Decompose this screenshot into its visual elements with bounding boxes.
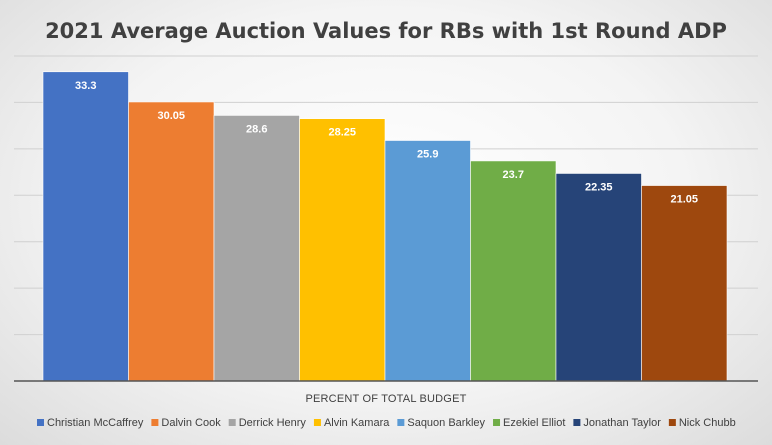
legend-label: Derrick Henry xyxy=(239,417,307,429)
bar-alvin-kamara xyxy=(299,118,386,382)
legend-label: Jonathan Taylor xyxy=(583,417,661,429)
legend-swatch xyxy=(151,419,159,426)
legend-label: Dalvin Cook xyxy=(161,417,221,429)
legend-label: Nick Chubb xyxy=(679,417,736,429)
data-label: 33.3 xyxy=(75,80,96,92)
legend: Christian McCaffrey Dalvin Cook Derrick He… xyxy=(37,417,736,429)
data-label: 30.05 xyxy=(157,110,185,122)
legend-label: Ezekiel Elliot xyxy=(503,417,565,429)
legend-item: Ezekiel Elliot xyxy=(493,417,565,429)
data-label: 23.7 xyxy=(503,169,524,181)
data-label: 21.05 xyxy=(670,194,698,206)
legend-swatch xyxy=(493,419,501,426)
legend-label: Alvin Kamara xyxy=(324,417,390,429)
chart-title: 2021 Average Auction Values for RBs with… xyxy=(45,19,727,43)
legend-item: Alvin Kamara xyxy=(313,417,390,429)
bars xyxy=(42,71,728,382)
legend-label: Saquon Barkley xyxy=(407,417,485,429)
data-label: 22.35 xyxy=(585,181,613,193)
legend-swatch xyxy=(668,419,676,426)
bar-jonathan-taylor xyxy=(555,173,642,382)
data-labels: 33.3 30.05 28.6 28.25 25.9 23.7 22.35 21.05 xyxy=(75,80,698,206)
legend-swatch xyxy=(37,419,44,426)
legend-item: Saquon Barkley xyxy=(397,417,486,429)
legend-swatch xyxy=(228,419,236,426)
legend-swatch xyxy=(313,419,321,426)
legend-item: Dalvin Cook xyxy=(151,417,221,429)
bar-ezekiel-elliot xyxy=(470,160,557,382)
legend-item: Derrick Henry xyxy=(228,417,307,429)
bar-christian-mccaffrey xyxy=(42,71,129,382)
bar-nick-chubb xyxy=(641,185,728,382)
legend-item: Nick Chubb xyxy=(668,417,736,429)
legend-swatch xyxy=(573,419,581,426)
data-label: 28.6 xyxy=(246,123,267,135)
x-axis-title: PERCENT OF TOTAL BUDGET xyxy=(305,393,466,405)
legend-item: Christian McCaffrey xyxy=(37,417,144,429)
data-label: 28.25 xyxy=(328,127,356,139)
bar-derrick-henry xyxy=(213,115,300,382)
legend-label: Christian McCaffrey xyxy=(47,417,144,429)
legend-item: Jonathan Taylor xyxy=(573,417,661,429)
bar-dalvin-cook xyxy=(128,101,215,382)
bar-saquon-barkley xyxy=(384,140,471,382)
data-label: 25.9 xyxy=(417,149,438,161)
legend-swatch xyxy=(397,419,405,426)
